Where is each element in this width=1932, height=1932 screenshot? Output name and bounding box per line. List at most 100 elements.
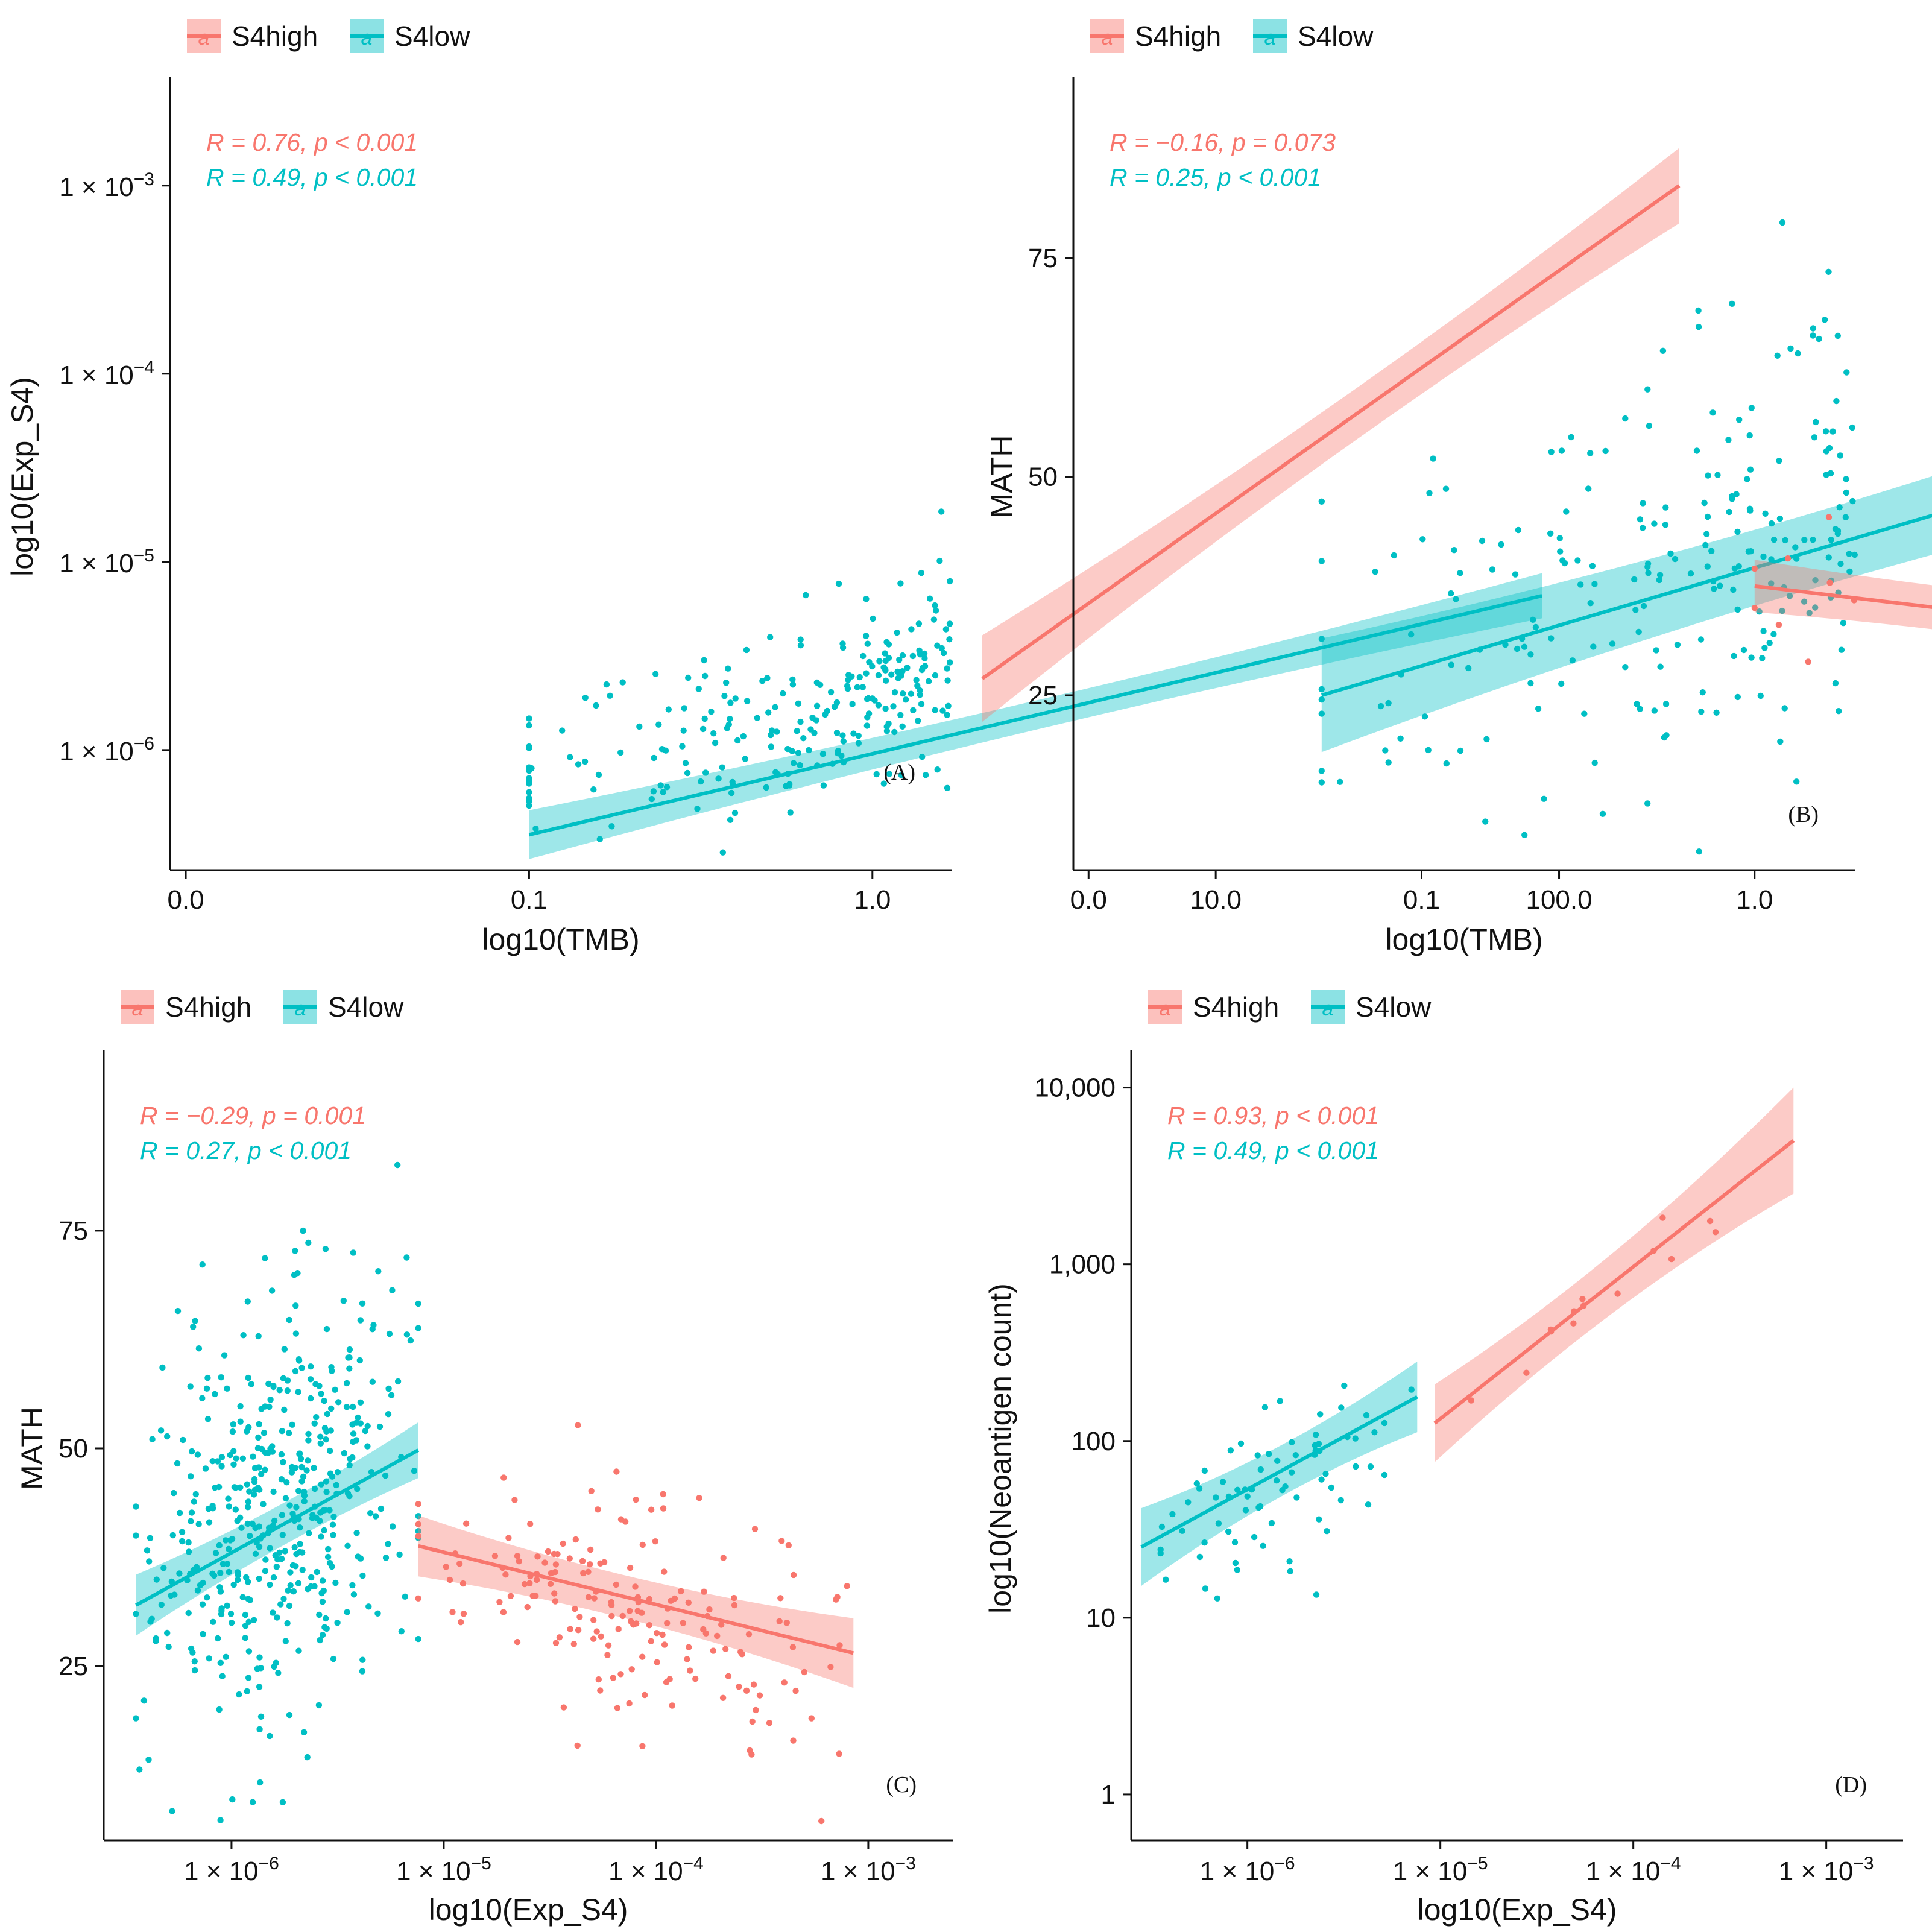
data-point — [587, 1546, 594, 1553]
data-point — [158, 1602, 165, 1608]
data-point — [221, 1352, 228, 1359]
data-point — [1634, 701, 1640, 707]
data-point — [1312, 1432, 1319, 1438]
data-point — [1371, 1429, 1378, 1436]
data-point — [904, 665, 911, 671]
data-point — [1214, 1595, 1221, 1602]
data-point — [927, 595, 933, 602]
data-point — [258, 1471, 265, 1477]
data-point — [219, 1673, 226, 1679]
data-point — [1227, 1447, 1234, 1454]
data-point — [660, 1505, 667, 1512]
data-point — [318, 1533, 324, 1540]
data-point — [1635, 628, 1642, 636]
data-point — [385, 1385, 392, 1392]
data-point — [1811, 434, 1818, 441]
data-point — [797, 762, 803, 769]
data-point — [415, 1513, 421, 1520]
stat-annotation-s4high: R = −0.29, p = 0.001 — [140, 1102, 366, 1129]
data-point — [225, 1495, 232, 1502]
data-point — [1672, 555, 1679, 563]
data-point — [1729, 300, 1735, 307]
data-point — [1448, 661, 1454, 668]
y-tick-label: 1 × 10−3 — [59, 169, 154, 202]
data-point — [359, 1572, 366, 1579]
data-point — [210, 1618, 216, 1625]
data-point — [245, 1374, 251, 1381]
data-point — [783, 1620, 791, 1626]
y-tick-label: 25 — [1028, 681, 1058, 710]
data-point — [1810, 325, 1817, 332]
data-point — [350, 1430, 357, 1437]
data-point — [176, 1509, 183, 1517]
data-point — [1826, 444, 1833, 452]
data-point — [318, 1391, 324, 1397]
data-point — [252, 1550, 259, 1557]
data-point — [659, 1631, 666, 1638]
data-point — [699, 725, 707, 733]
data-point — [1645, 570, 1652, 576]
data-point — [1747, 548, 1754, 555]
data-point — [321, 1397, 327, 1404]
data-point — [639, 1541, 646, 1548]
data-point — [1748, 654, 1755, 661]
data-point — [1318, 779, 1325, 786]
data-point — [317, 1440, 324, 1447]
data-point — [165, 1643, 172, 1650]
data-point — [944, 665, 950, 672]
data-point — [505, 1535, 512, 1541]
data-point — [572, 1536, 579, 1543]
data-point — [1774, 352, 1781, 359]
data-point — [865, 710, 873, 717]
y-tick-label: 75 — [58, 1216, 88, 1246]
data-point — [856, 674, 863, 681]
data-point — [301, 1492, 308, 1499]
data-point — [818, 1817, 825, 1825]
data-point — [1776, 458, 1782, 464]
data-point — [295, 1488, 302, 1494]
data-point — [678, 1588, 684, 1595]
data-point — [526, 780, 532, 787]
data-point — [1213, 1494, 1219, 1501]
data-point — [1158, 1523, 1166, 1530]
data-point — [619, 1612, 626, 1620]
data-point — [458, 1619, 464, 1626]
data-point — [295, 1356, 302, 1363]
data-point — [1786, 593, 1793, 599]
data-point — [322, 1246, 329, 1252]
data-point — [317, 1637, 323, 1644]
data-point — [256, 1726, 263, 1732]
data-point — [897, 712, 904, 719]
data-point — [580, 1570, 587, 1577]
data-point — [255, 1434, 262, 1441]
data-point — [617, 749, 624, 756]
data-point — [192, 1318, 198, 1324]
data-point — [235, 1576, 241, 1583]
data-point — [146, 1558, 153, 1565]
data-point — [731, 809, 739, 816]
data-point — [551, 1550, 558, 1558]
data-point — [1590, 643, 1597, 650]
data-point — [1816, 335, 1822, 343]
data-point — [882, 650, 888, 657]
data-point — [321, 1527, 327, 1534]
data-point — [350, 1249, 356, 1256]
data-point — [648, 1638, 655, 1644]
data-point — [230, 1461, 237, 1468]
data-point — [1842, 514, 1849, 520]
data-point — [548, 1570, 555, 1577]
data-point — [864, 640, 871, 647]
x-tick-label: 1.0 — [1736, 885, 1773, 915]
y-tick-label: 1 × 10−4 — [59, 358, 154, 390]
data-point — [279, 1799, 286, 1805]
data-point — [894, 629, 900, 636]
data-point — [191, 1498, 197, 1505]
data-point — [251, 1465, 259, 1471]
data-point — [1826, 579, 1833, 586]
data-point — [511, 1497, 518, 1503]
data-point — [1457, 570, 1463, 576]
data-point — [1734, 693, 1741, 701]
x-tick-label: 0.1 — [511, 885, 548, 915]
data-point — [215, 1635, 221, 1642]
data-point — [1254, 1452, 1261, 1459]
